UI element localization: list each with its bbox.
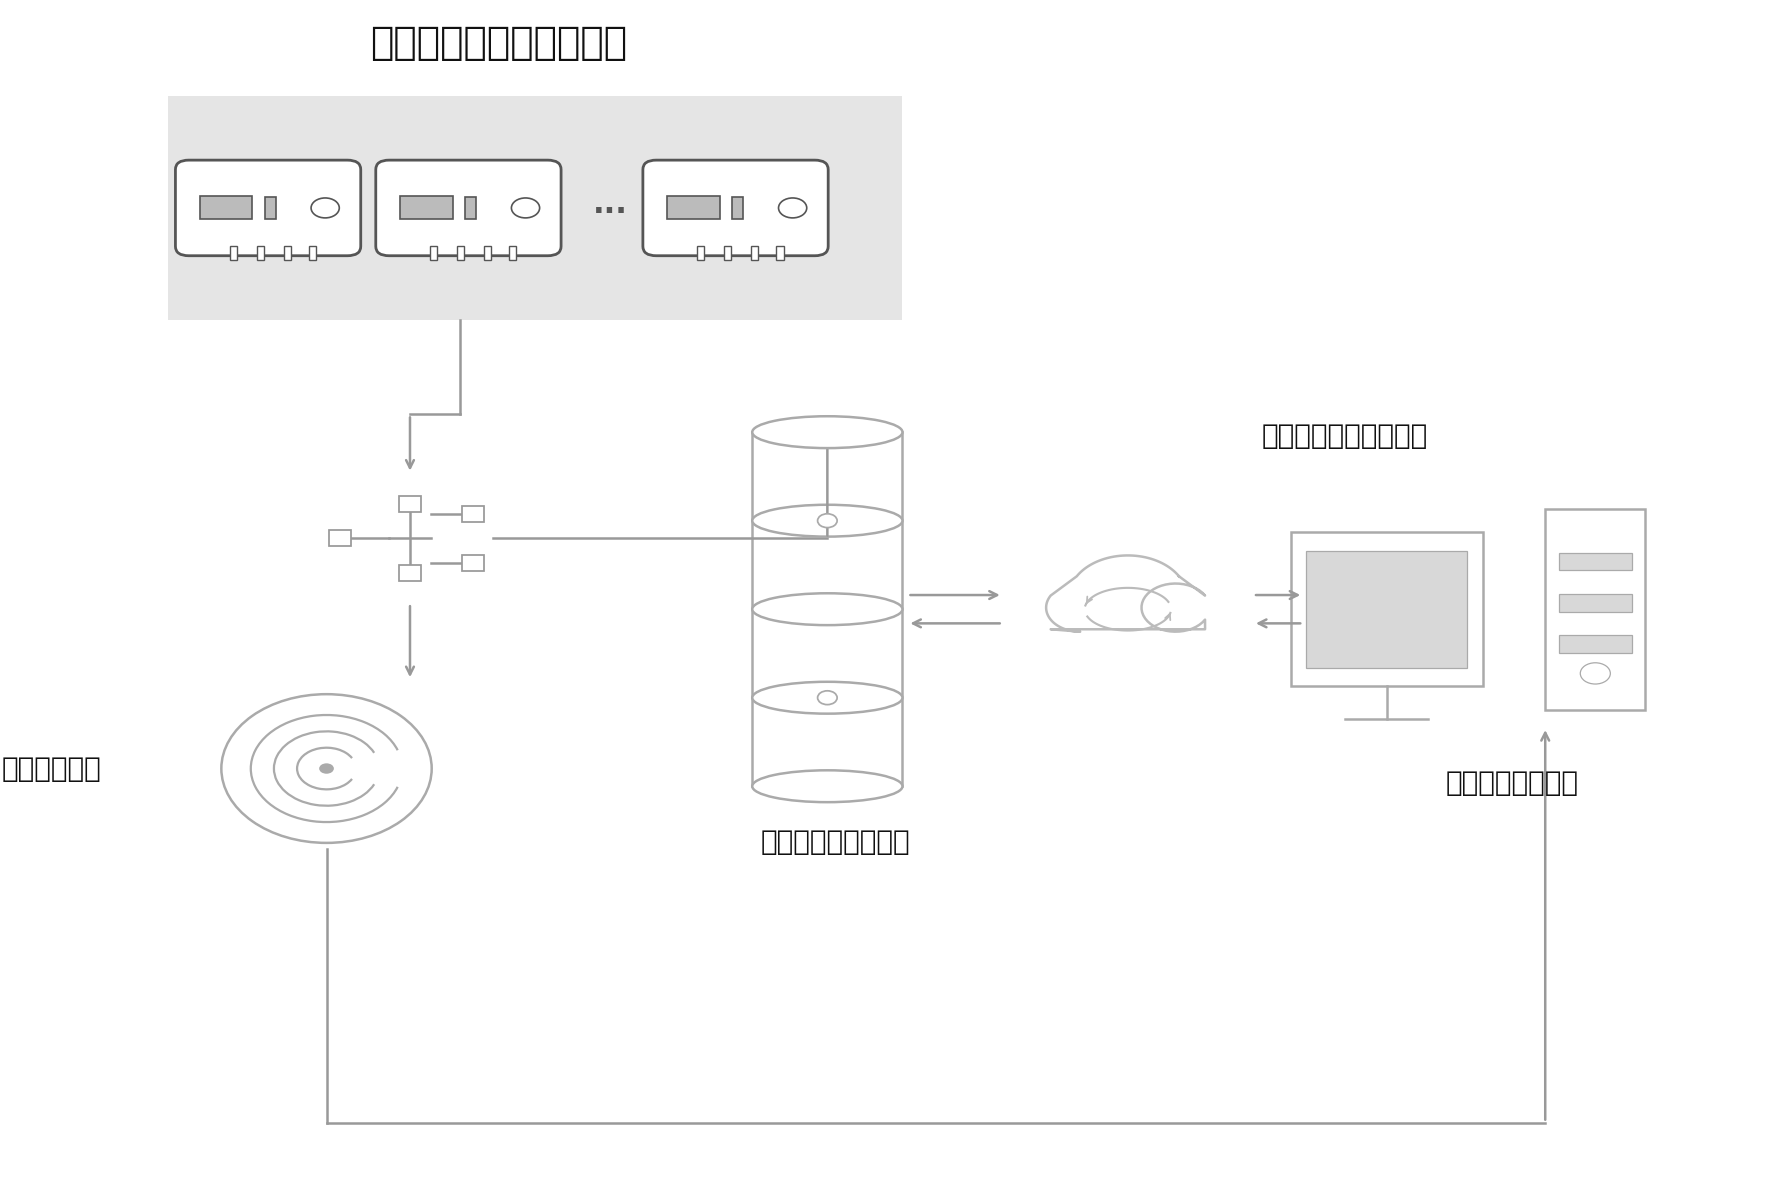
Bar: [1545, 509, 1646, 710]
Bar: [462, 555, 484, 571]
Ellipse shape: [753, 416, 902, 448]
Bar: [400, 196, 452, 219]
Bar: [753, 432, 902, 787]
Bar: [168, 96, 902, 321]
Bar: [1290, 532, 1483, 686]
Bar: [696, 246, 703, 260]
Bar: [732, 198, 744, 219]
Bar: [284, 246, 291, 260]
Bar: [462, 505, 484, 522]
Bar: [509, 246, 516, 260]
Polygon shape: [1045, 556, 1205, 632]
Bar: [399, 496, 422, 511]
Bar: [328, 530, 351, 547]
FancyBboxPatch shape: [175, 160, 361, 256]
Circle shape: [222, 694, 432, 842]
Bar: [457, 246, 464, 260]
Circle shape: [817, 691, 836, 705]
Ellipse shape: [753, 593, 902, 625]
FancyBboxPatch shape: [376, 160, 562, 256]
Ellipse shape: [753, 505, 902, 537]
Bar: [1306, 551, 1467, 667]
Bar: [1559, 594, 1632, 612]
Bar: [776, 246, 783, 260]
Circle shape: [1581, 662, 1611, 684]
Text: ...: ...: [594, 190, 627, 219]
Bar: [308, 246, 315, 260]
Text: 模型参数自动同步模块: 模型参数自动同步模块: [1262, 422, 1428, 450]
Bar: [399, 565, 422, 581]
Bar: [668, 196, 719, 219]
Text: 分布式传感器与动作模块: 分布式传感器与动作模块: [370, 24, 627, 62]
Bar: [466, 198, 477, 219]
Ellipse shape: [753, 770, 902, 802]
Ellipse shape: [753, 681, 902, 713]
Bar: [431, 246, 438, 260]
Bar: [751, 246, 758, 260]
FancyBboxPatch shape: [643, 160, 828, 256]
Bar: [200, 196, 252, 219]
Circle shape: [312, 198, 338, 218]
Text: 数字孪生仿真模块: 数字孪生仿真模块: [1446, 769, 1579, 796]
Text: 全景监测模块: 全景监测模块: [2, 755, 101, 782]
Text: 集中式控制保护模块: 集中式控制保护模块: [760, 828, 911, 855]
Circle shape: [319, 763, 333, 774]
Bar: [484, 246, 491, 260]
Circle shape: [817, 513, 836, 528]
Bar: [266, 198, 276, 219]
Bar: [1559, 552, 1632, 570]
Bar: [725, 246, 732, 260]
Circle shape: [512, 198, 540, 218]
Bar: [1559, 635, 1632, 653]
Circle shape: [778, 198, 806, 218]
Bar: [230, 246, 237, 260]
Bar: [257, 246, 264, 260]
